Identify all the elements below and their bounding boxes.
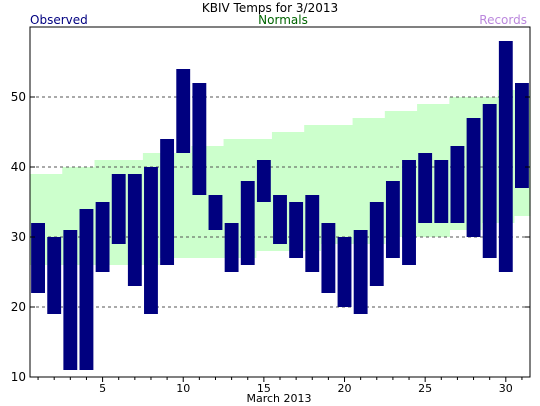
normal-range-day-19 xyxy=(320,125,338,244)
legend-records: Records xyxy=(479,13,527,27)
x-tick-label-10: 10 xyxy=(176,382,190,395)
x-tick-label-25: 25 xyxy=(418,382,432,395)
observed-bar-day-18 xyxy=(305,195,320,272)
y-tick-label-20: 20 xyxy=(11,300,26,314)
observed-bar-day-11 xyxy=(192,83,207,195)
observed-bar-day-16 xyxy=(273,195,287,244)
observed-bar-day-27 xyxy=(450,146,465,223)
x-axis-ticks: 5 10 15 20 25 30 xyxy=(37,377,523,395)
observed-bar-day-23 xyxy=(385,181,400,258)
x-axis-label: March 2013 xyxy=(246,392,311,405)
observed-bar-day-12 xyxy=(208,195,223,230)
observed-bar-day-3 xyxy=(63,230,78,370)
observed-bar-day-5 xyxy=(95,202,110,272)
normal-range-day-21 xyxy=(352,118,370,244)
legend-observed: Observed xyxy=(30,13,88,27)
observed-bar-day-7 xyxy=(127,174,142,286)
x-tick-label-5: 5 xyxy=(99,382,106,395)
observed-bar-day-28 xyxy=(466,118,481,237)
y-tick-label-50: 50 xyxy=(11,90,26,104)
observed-bar-day-1 xyxy=(31,223,45,293)
observed-bar-day-9 xyxy=(160,139,175,265)
observed-bar-day-24 xyxy=(402,160,416,265)
observed-bars xyxy=(31,41,529,370)
observed-bar-day-19 xyxy=(321,223,336,293)
observed-bar-day-31 xyxy=(515,83,529,188)
observed-bar-day-26 xyxy=(434,160,449,223)
y-tick-label-10: 10 xyxy=(11,370,26,384)
observed-bar-day-13 xyxy=(224,223,239,272)
observed-bar-day-8 xyxy=(144,167,158,314)
observed-bar-day-15 xyxy=(256,160,271,202)
observed-bar-day-2 xyxy=(47,237,62,314)
normal-range-day-10 xyxy=(175,153,192,258)
y-axis-ticks: 10 20 30 40 50 xyxy=(11,90,530,384)
observed-bar-day-14 xyxy=(240,181,255,265)
observed-bar-day-4 xyxy=(79,209,94,370)
y-tick-label-30: 30 xyxy=(11,230,26,244)
observed-bar-day-25 xyxy=(418,153,433,223)
observed-bar-day-29 xyxy=(482,104,497,258)
observed-bar-day-17 xyxy=(289,202,304,258)
y-tick-label-40: 40 xyxy=(11,160,26,174)
legend-normals: Normals xyxy=(258,13,308,27)
observed-bar-day-22 xyxy=(369,202,384,286)
observed-bar-day-6 xyxy=(111,174,126,244)
normal-range-day-20 xyxy=(336,125,354,244)
observed-bar-day-21 xyxy=(353,230,368,314)
observed-bar-day-20 xyxy=(337,237,352,307)
x-tick-label-15: 15 xyxy=(257,382,271,395)
x-tick-label-30: 30 xyxy=(499,382,513,395)
observed-bar-day-10 xyxy=(176,69,191,153)
observed-bar-day-30 xyxy=(498,41,513,272)
x-tick-label-20: 20 xyxy=(338,382,352,395)
chart-title: KBIV Temps for 3/2013 xyxy=(202,1,338,15)
